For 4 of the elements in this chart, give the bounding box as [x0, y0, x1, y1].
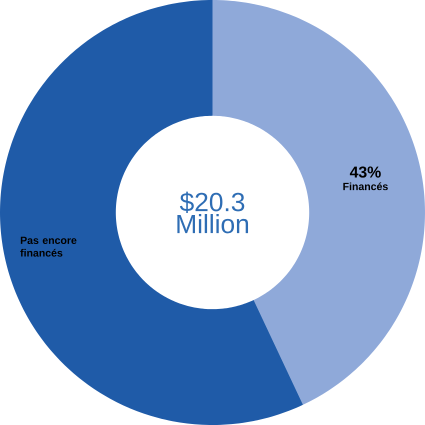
slice-label: Pas encore financés [20, 236, 76, 257]
slice-label: Financés [343, 182, 388, 190]
data-label: 43% [350, 166, 381, 178]
text: $20.3 Million [177, 192, 248, 234]
